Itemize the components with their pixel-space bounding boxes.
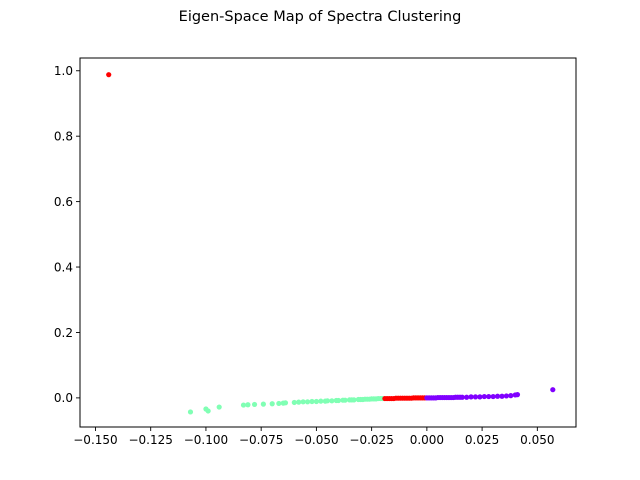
- data-point: [472, 394, 479, 400]
- data-point: [324, 398, 331, 404]
- points-layer: [106, 72, 556, 415]
- data-point: [282, 400, 289, 406]
- y-tick-label: 0.0: [54, 391, 73, 405]
- data-point: [300, 399, 306, 405]
- data-point: [291, 399, 297, 406]
- y-tick-label: 0.2: [54, 326, 73, 340]
- data-point: [351, 397, 357, 403]
- data-point: [304, 399, 311, 405]
- data-point: [205, 408, 211, 414]
- chart-title: Eigen-Space Map of Spectra Clustering: [179, 9, 462, 25]
- y-tick-label: 1.0: [54, 64, 73, 78]
- x-tick-label: −0.025: [349, 433, 393, 447]
- data-point: [309, 398, 315, 405]
- x-tick-label: −0.100: [184, 433, 228, 447]
- x-tick-label: −0.050: [294, 433, 338, 447]
- data-point: [468, 394, 474, 400]
- data-point: [494, 393, 501, 399]
- data-point: [251, 401, 258, 408]
- data-point: [245, 402, 251, 408]
- data-point: [459, 394, 465, 400]
- y-tick-label: 0.6: [54, 195, 73, 209]
- data-point: [216, 404, 222, 410]
- x-tick-label: −0.150: [73, 433, 117, 447]
- data-point: [490, 393, 496, 400]
- x-axis: −0.150 −0.125 −0.100 −0.075 −0.050 −0.025 0.00…: [73, 427, 555, 447]
- data-point: [106, 72, 112, 78]
- x-tick-label: 0.025: [465, 433, 499, 447]
- data-point: [550, 387, 556, 393]
- data-point: [269, 401, 275, 407]
- data-point: [329, 398, 335, 404]
- y-axis: 0.0 0.2 0.4 0.6 0.8 1.0: [54, 64, 80, 405]
- data-point: [477, 394, 483, 400]
- data-point: [335, 397, 342, 404]
- data-point: [486, 393, 492, 400]
- x-tick-label: 0.050: [520, 433, 554, 447]
- data-point: [260, 401, 266, 407]
- data-point: [296, 399, 302, 405]
- x-tick-label: −0.125: [128, 433, 172, 447]
- data-point: [276, 400, 282, 407]
- plot-frame: [79, 57, 577, 428]
- data-point: [313, 398, 319, 405]
- data-point: [240, 402, 247, 408]
- data-point: [481, 393, 487, 400]
- data-point: [187, 409, 194, 415]
- data-point: [514, 392, 521, 398]
- data-point: [342, 397, 348, 403]
- data-point: [503, 393, 510, 399]
- data-point: [318, 398, 324, 404]
- y-tick-label: 0.8: [54, 129, 73, 143]
- data-point: [499, 393, 505, 399]
- y-tick-label: 0.4: [54, 260, 73, 274]
- data-point: [508, 393, 514, 399]
- x-tick-label: −0.075: [239, 433, 283, 447]
- data-point: [464, 394, 470, 400]
- x-tick-label: 0.000: [410, 433, 444, 447]
